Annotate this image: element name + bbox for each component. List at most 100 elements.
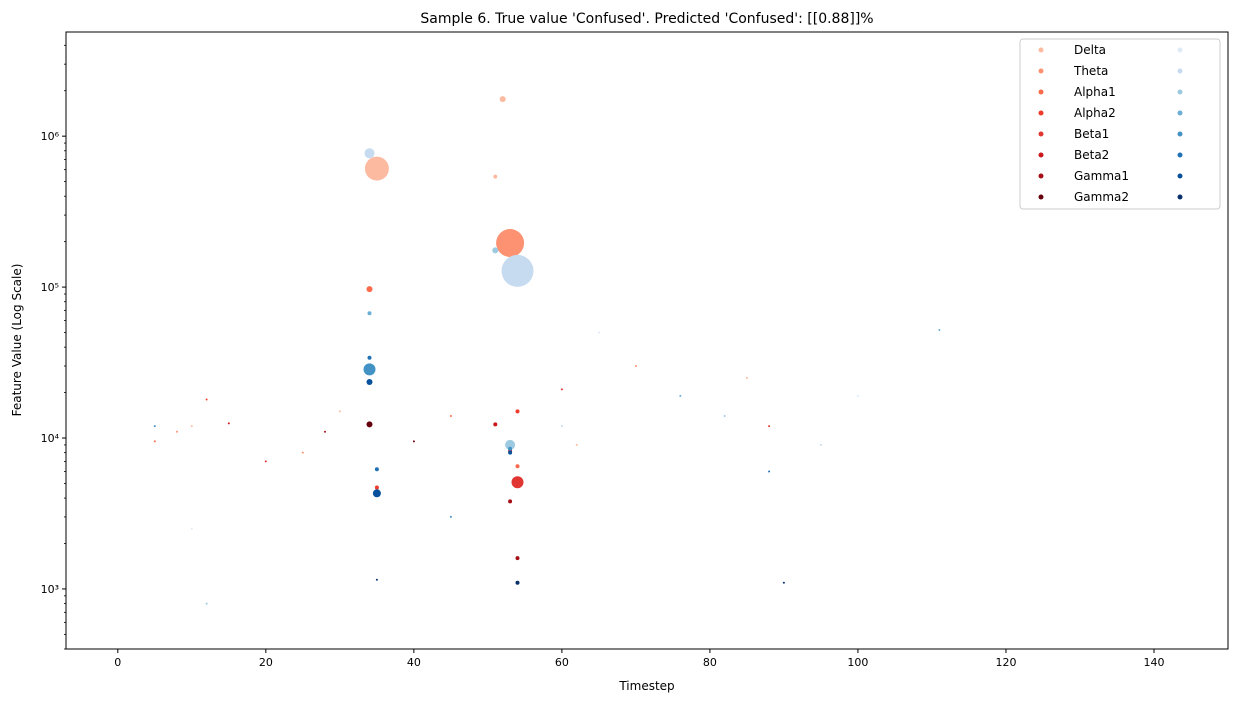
data-point <box>745 377 748 379</box>
data-point <box>366 421 373 428</box>
data-point <box>449 415 452 417</box>
data-point <box>782 581 785 584</box>
data-point <box>938 329 941 331</box>
data-point <box>176 430 178 433</box>
y-tick-label: 10⁴ <box>41 432 60 445</box>
data-point <box>515 464 520 469</box>
y-tick-label: 10⁶ <box>41 130 60 143</box>
x-axis-ticks: 0 20 40 60 80 100 120 140 <box>114 649 1164 669</box>
x-tick-label: 0 <box>114 656 121 669</box>
legend-marker <box>1177 47 1183 53</box>
legend-marker <box>1038 131 1044 137</box>
data-point <box>264 460 267 463</box>
data-point <box>560 425 563 428</box>
legend-label: Gamma1 <box>1074 169 1129 183</box>
data-point <box>508 499 513 504</box>
legend-marker <box>1177 173 1183 179</box>
data-point <box>364 156 389 181</box>
data-point <box>515 556 520 561</box>
legend-marker <box>1177 131 1183 137</box>
data-point <box>575 443 578 446</box>
data-point <box>768 425 771 428</box>
data-point <box>324 430 326 433</box>
data-point <box>499 96 506 103</box>
legend-marker <box>1177 194 1183 200</box>
legend-label: Delta <box>1074 43 1106 57</box>
x-tick-label: 100 <box>847 656 868 669</box>
data-point <box>412 440 415 443</box>
legend-label: Beta1 <box>1074 127 1109 141</box>
data-point <box>374 467 379 472</box>
legend-marker <box>1038 110 1044 116</box>
legend-marker <box>1177 152 1183 158</box>
legend-marker <box>1177 110 1183 116</box>
data-point <box>367 355 372 360</box>
data-point <box>153 440 156 443</box>
legend-label: Theta <box>1073 64 1108 78</box>
legend-marker <box>1177 89 1183 95</box>
data-point <box>366 286 373 293</box>
data-point <box>364 148 375 159</box>
legend-marker <box>1038 152 1044 158</box>
data-point <box>768 470 771 473</box>
x-axis-label: Timestep <box>618 679 674 693</box>
data-point <box>634 365 637 367</box>
legend-marker <box>1038 89 1044 95</box>
y-tick-label: 10⁵ <box>41 281 59 294</box>
data-point <box>493 174 498 179</box>
legend-marker <box>1038 173 1044 179</box>
data-point <box>511 476 524 489</box>
data-point <box>153 425 156 428</box>
data-point <box>515 409 520 414</box>
data-point <box>367 311 372 316</box>
data-point <box>301 451 304 454</box>
data-point <box>205 602 208 605</box>
legend-label: Alpha1 <box>1074 85 1116 99</box>
legend-marker <box>1038 194 1044 200</box>
legend-marker <box>1038 47 1044 53</box>
chart-title: Sample 6. True value 'Confused'. Predict… <box>420 11 873 27</box>
plot-frame <box>65 31 1229 650</box>
y-tick-label: 10³ <box>41 583 59 596</box>
data-point <box>508 446 513 451</box>
data-point <box>227 422 230 425</box>
data-point <box>375 578 378 581</box>
legend-label: Gamma2 <box>1074 190 1129 204</box>
legend: Delta Theta Alpha1 Alpha2 Beta1 Beta2 Gamma1 Ga… <box>1019 38 1221 210</box>
data-point <box>372 489 381 498</box>
x-tick-label: 60 <box>555 656 569 669</box>
y-axis-ticks: 10³ 10⁴ 10⁵ 10⁶ <box>41 44 66 650</box>
data-point <box>493 422 498 427</box>
data-point <box>508 450 513 455</box>
x-tick-label: 80 <box>703 656 717 669</box>
legend-marker <box>1038 68 1044 74</box>
data-point <box>190 527 193 530</box>
x-tick-label: 20 <box>259 656 273 669</box>
data-point <box>205 398 208 401</box>
legend-marker <box>1177 68 1183 74</box>
data-point <box>819 443 822 446</box>
x-tick-label: 120 <box>995 656 1016 669</box>
data-point <box>856 394 859 397</box>
data-point <box>515 580 520 585</box>
y-axis-label: Feature Value (Log Scale) <box>10 264 24 417</box>
data-point <box>496 229 525 257</box>
data-point <box>492 247 499 254</box>
data-point <box>505 439 516 450</box>
points-layer <box>153 96 941 605</box>
data-point <box>374 485 379 490</box>
data-point <box>190 425 193 428</box>
data-point <box>366 379 373 385</box>
x-tick-label: 40 <box>407 656 421 669</box>
data-point <box>679 394 682 397</box>
data-point <box>363 363 376 376</box>
x-tick-label: 140 <box>1143 656 1164 669</box>
data-point <box>338 410 341 413</box>
data-point <box>597 331 600 334</box>
data-point <box>449 515 452 518</box>
data-point <box>501 254 534 287</box>
legend-frame <box>1019 38 1221 210</box>
legend-label: Beta2 <box>1074 148 1109 162</box>
data-point <box>560 388 563 391</box>
